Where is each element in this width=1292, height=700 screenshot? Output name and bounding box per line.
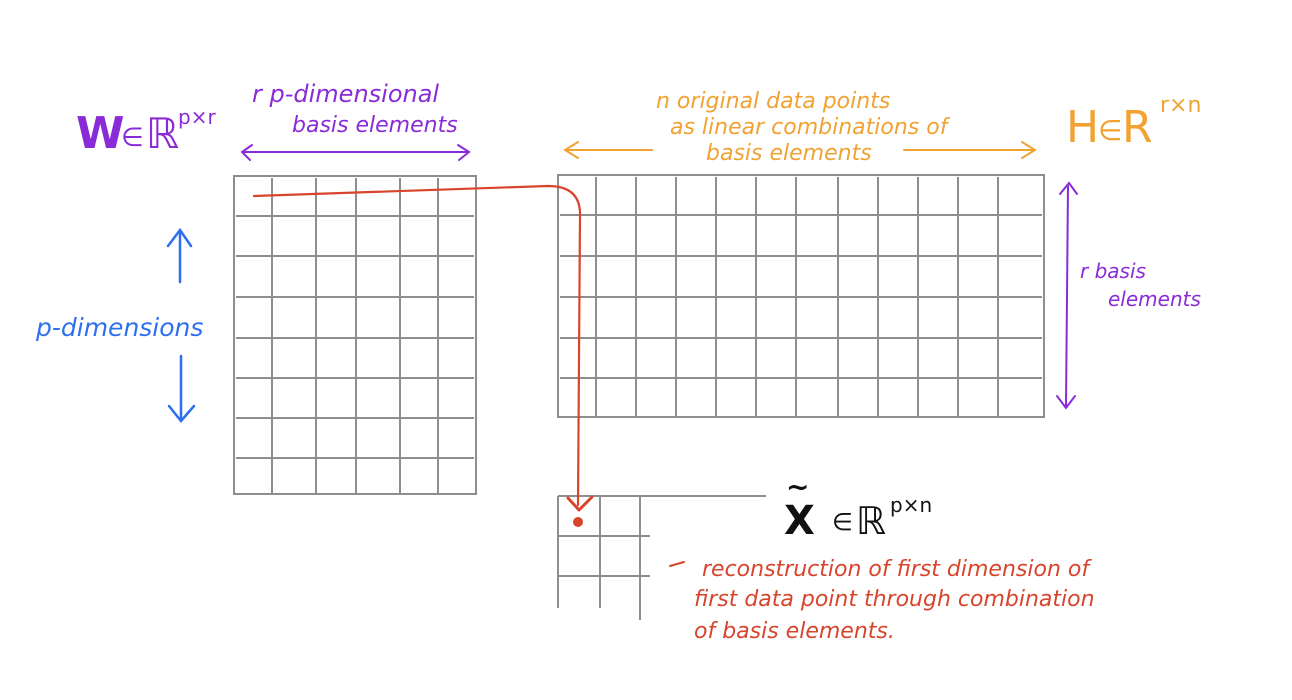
w-top-label-line1: r p-dimensional <box>252 80 439 108</box>
x-symbol: X <box>784 498 815 544</box>
p-dimensions-up-arrow <box>166 227 193 284</box>
p-dimensions-down-arrow <box>167 354 196 423</box>
p-dimensions-label: p-dimensions <box>35 313 203 342</box>
red-arrowhead <box>566 495 594 512</box>
h-superscript: r×n <box>1160 93 1201 118</box>
x-superscript: p×n <box>890 493 932 517</box>
w-width-arrow <box>240 144 471 161</box>
note-line2: first data point through combination <box>694 587 1095 612</box>
x-tilde-label: ~ X ∈ ℝ p×n <box>784 470 932 544</box>
h-top-label-line3: basis elements <box>706 141 872 166</box>
note-line1: reconstruction of first dimension of <box>702 557 1092 582</box>
h-side-label-line1: r basis <box>1080 259 1146 283</box>
h-matrix-grid <box>557 174 1045 418</box>
h-top-label-line1: n original data points <box>656 89 890 114</box>
row-column-product-arrow <box>252 184 582 507</box>
w-member-symbol: ∈ <box>121 123 144 153</box>
reconstructed-entry-dot <box>573 517 583 527</box>
h-matrix-border <box>557 174 1045 418</box>
h-side-label-line2: elements <box>1108 287 1201 311</box>
note-line3: of basis elements. <box>694 619 895 644</box>
h-label: H ∈ R r×n <box>1066 93 1201 153</box>
w-label: W ∈ ℝ p×r <box>76 105 216 159</box>
w-matrix-grid <box>233 175 477 495</box>
h-width-arrow <box>563 141 1037 159</box>
h-height-arrow <box>1056 181 1078 410</box>
w-set-symbol: ℝ <box>146 109 179 158</box>
x-tilde-mark: ~ <box>786 470 809 503</box>
h-member-symbol: ∈ <box>1098 114 1122 147</box>
w-top-label-line2: basis elements <box>292 113 458 138</box>
h-top-label-line2: as linear combinations of <box>670 115 951 140</box>
note-pointer-tick <box>669 561 685 567</box>
x-set-symbol: ℝ <box>856 499 886 543</box>
w-symbol: W <box>76 108 125 159</box>
h-symbol: H <box>1066 102 1099 153</box>
x-member-symbol: ∈ <box>832 508 853 536</box>
h-set-symbol: R <box>1122 102 1153 153</box>
w-superscript: p×r <box>178 105 216 129</box>
